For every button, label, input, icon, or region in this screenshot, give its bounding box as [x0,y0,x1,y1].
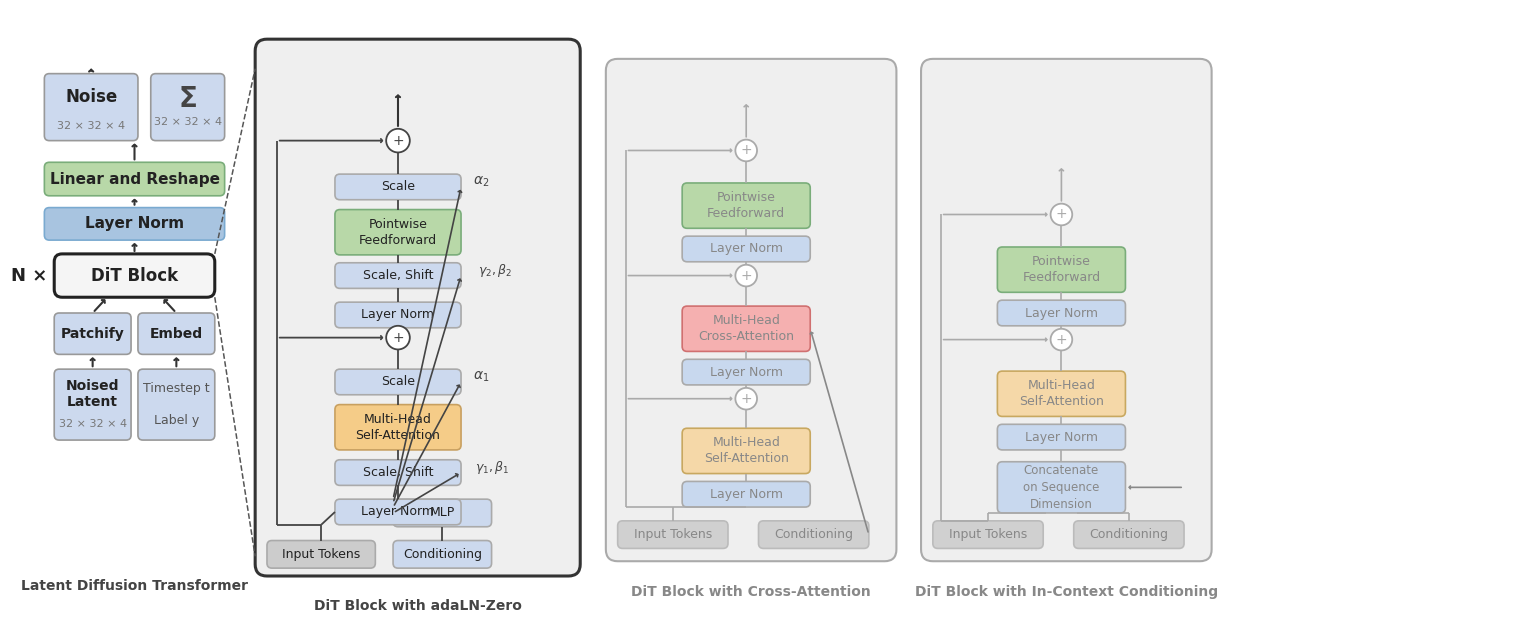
Text: Input Tokens: Input Tokens [634,528,713,541]
Text: Multi-Head
Self-Attention: Multi-Head Self-Attention [356,413,441,442]
Text: Layer Norm: Layer Norm [709,488,782,501]
FancyBboxPatch shape [758,521,869,548]
Text: $\alpha_2$: $\alpha_2$ [473,175,490,189]
FancyBboxPatch shape [682,359,810,385]
Text: 32 × 32 × 4: 32 × 32 × 4 [59,419,127,429]
FancyBboxPatch shape [335,174,461,200]
Text: Input Tokens: Input Tokens [949,528,1028,541]
Circle shape [735,265,756,287]
FancyBboxPatch shape [55,254,215,297]
Text: Pointwise
Feedforward: Pointwise Feedforward [359,218,437,247]
Text: Timestep t

Label y: Timestep t Label y [143,382,209,427]
FancyBboxPatch shape [335,263,461,289]
FancyBboxPatch shape [606,59,896,562]
FancyBboxPatch shape [998,424,1125,450]
FancyBboxPatch shape [335,499,461,525]
Text: Layer Norm: Layer Norm [85,217,183,232]
FancyBboxPatch shape [682,428,810,473]
Text: +: + [740,392,752,406]
Text: Conditioning: Conditioning [775,528,854,541]
Text: Multi-Head
Self-Attention: Multi-Head Self-Attention [1019,379,1104,408]
Circle shape [387,326,409,349]
Text: Layer Norm: Layer Norm [361,505,435,518]
FancyBboxPatch shape [150,74,224,141]
FancyBboxPatch shape [998,462,1125,513]
FancyBboxPatch shape [682,481,810,507]
FancyBboxPatch shape [393,540,491,568]
Text: Pointwise
Feedforward: Pointwise Feedforward [1022,255,1101,284]
Text: Conditioning: Conditioning [403,548,482,561]
FancyBboxPatch shape [335,404,461,450]
FancyBboxPatch shape [932,521,1043,548]
Text: Noise: Noise [65,88,117,106]
Text: Layer Norm: Layer Norm [361,309,435,322]
FancyBboxPatch shape [922,59,1211,562]
Text: Layer Norm: Layer Norm [709,242,782,255]
Text: 32 × 32 × 4: 32 × 32 × 4 [153,117,221,127]
Text: Multi-Head
Self-Attention: Multi-Head Self-Attention [703,436,788,465]
FancyBboxPatch shape [617,521,728,548]
FancyBboxPatch shape [1073,521,1184,548]
FancyBboxPatch shape [393,499,491,526]
Text: Scale, Shift: Scale, Shift [362,269,434,282]
Text: N ×: N × [12,267,49,285]
FancyBboxPatch shape [255,39,581,576]
Circle shape [1051,203,1072,225]
Text: Noised
Latent: Noised Latent [65,379,120,409]
FancyBboxPatch shape [335,459,461,485]
Text: MLP: MLP [429,506,455,520]
FancyBboxPatch shape [138,369,215,440]
Text: +: + [1055,332,1067,347]
Text: $\gamma_2,\beta_2$: $\gamma_2,\beta_2$ [479,262,512,279]
FancyBboxPatch shape [682,306,810,351]
FancyBboxPatch shape [267,540,376,568]
FancyBboxPatch shape [998,247,1125,292]
Text: Conditioning: Conditioning [1090,528,1169,541]
Text: DiT Block with Cross-Attention: DiT Block with Cross-Attention [631,585,872,598]
FancyBboxPatch shape [998,300,1125,326]
FancyBboxPatch shape [335,302,461,328]
Circle shape [735,140,756,162]
FancyBboxPatch shape [55,369,130,440]
Text: +: + [393,133,403,148]
Text: Layer Norm: Layer Norm [709,366,782,379]
FancyBboxPatch shape [138,313,215,354]
Text: Embed: Embed [150,327,203,341]
Text: Latent Diffusion Transformer: Latent Diffusion Transformer [21,579,247,593]
Text: $\alpha_1$: $\alpha_1$ [473,370,490,384]
Text: Multi-Head
Cross-Attention: Multi-Head Cross-Attention [699,314,794,343]
FancyBboxPatch shape [682,236,810,262]
Text: Input Tokens: Input Tokens [282,548,361,561]
Text: Scale: Scale [381,376,415,389]
Text: Linear and Reshape: Linear and Reshape [50,172,220,187]
Text: +: + [393,331,403,345]
Text: DiT Block: DiT Block [91,267,177,285]
Circle shape [735,388,756,409]
Text: 32 × 32 × 4: 32 × 32 × 4 [58,121,126,131]
FancyBboxPatch shape [998,371,1125,416]
Text: +: + [740,143,752,158]
Text: Layer Norm: Layer Norm [1025,307,1098,319]
FancyBboxPatch shape [44,162,224,196]
Text: Scale, Shift: Scale, Shift [362,466,434,479]
Text: +: + [740,269,752,282]
Circle shape [1051,329,1072,351]
Text: Layer Norm: Layer Norm [1025,431,1098,444]
FancyBboxPatch shape [335,369,461,395]
Text: Σ: Σ [179,85,197,113]
Text: $\gamma_1,\beta_1$: $\gamma_1,\beta_1$ [476,459,509,476]
FancyBboxPatch shape [335,210,461,255]
Text: DiT Block with adaLN-Zero: DiT Block with adaLN-Zero [314,598,522,613]
Text: Patchify: Patchify [61,327,124,341]
Text: Pointwise
Feedforward: Pointwise Feedforward [706,191,785,220]
FancyBboxPatch shape [682,183,810,228]
Text: Concatenate
on Sequence
Dimension: Concatenate on Sequence Dimension [1023,464,1099,511]
Text: +: + [1055,207,1067,222]
FancyBboxPatch shape [55,313,130,354]
Text: DiT Block with In-Context Conditioning: DiT Block with In-Context Conditioning [914,585,1217,598]
Text: Scale: Scale [381,180,415,193]
Circle shape [387,129,409,153]
FancyBboxPatch shape [44,208,224,240]
FancyBboxPatch shape [44,74,138,141]
